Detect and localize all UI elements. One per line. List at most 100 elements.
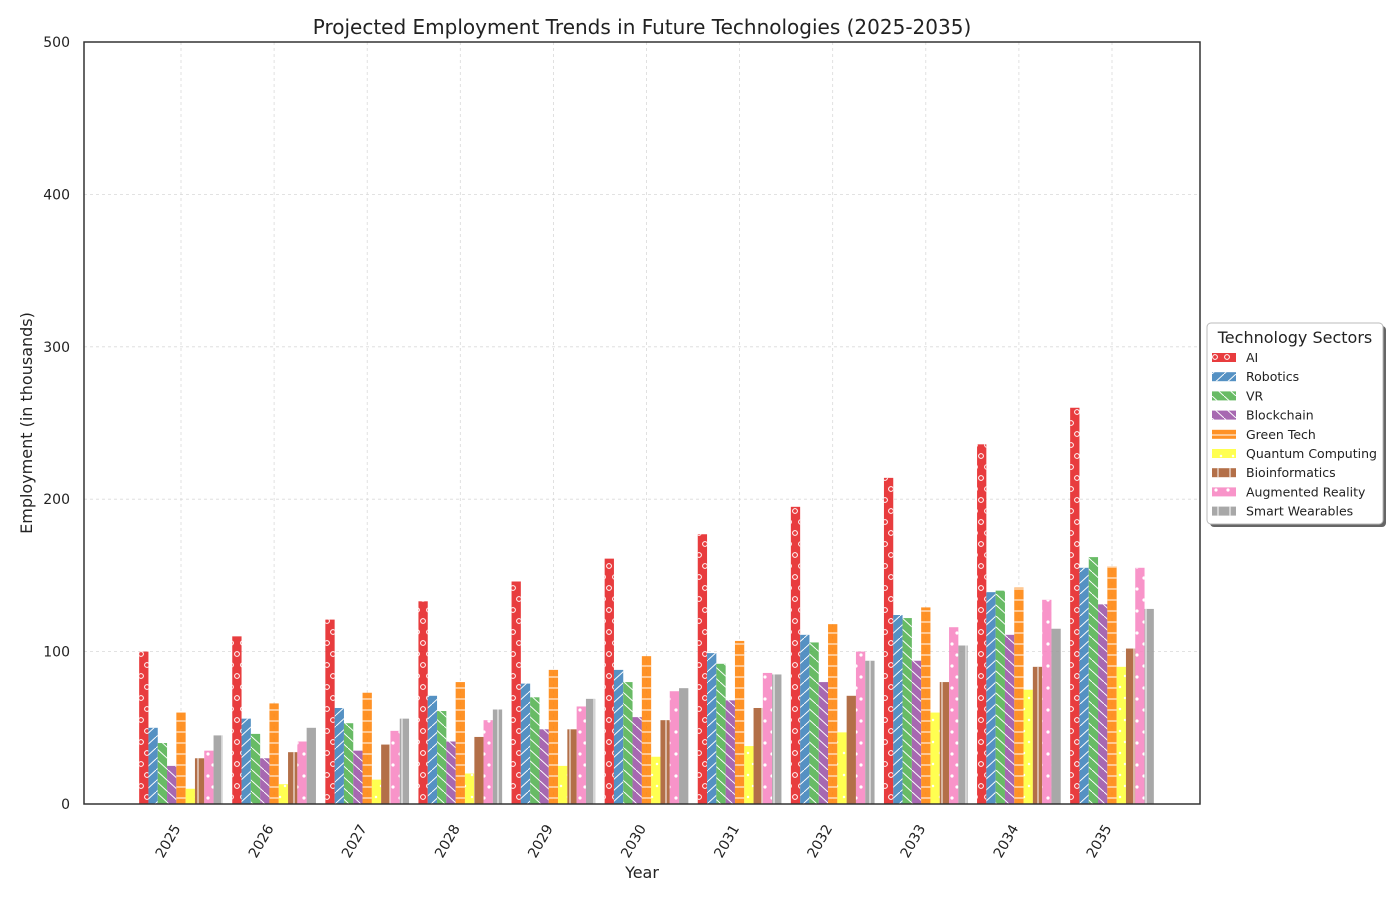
bar [930, 712, 940, 804]
bar-hatch [585, 698, 596, 804]
bar-hatch [558, 765, 568, 804]
legend-item: VR [1212, 388, 1264, 403]
bar [716, 663, 726, 804]
y-tick-label: 0 [61, 797, 70, 813]
bar [511, 581, 521, 804]
bar [232, 636, 242, 804]
bar-hatch [381, 744, 391, 804]
bar [269, 703, 279, 804]
x-tick-label: 2030 [618, 822, 650, 861]
legend-swatch-hatch [1212, 391, 1236, 401]
bar-hatch [455, 682, 465, 804]
bar-hatch [790, 506, 801, 804]
legend-label: Augmented Reality [1246, 484, 1366, 499]
bar-hatch [520, 683, 531, 804]
bar [818, 682, 829, 804]
bar-hatch [353, 750, 363, 804]
legend-item: Quantum Computing [1212, 446, 1377, 461]
bar [613, 669, 624, 804]
bar [651, 756, 661, 804]
legend-label: AI [1246, 350, 1258, 365]
bar-hatch [716, 663, 726, 804]
bar [846, 695, 856, 804]
bar-hatch [530, 697, 540, 804]
bar [381, 744, 391, 804]
bar [828, 624, 838, 804]
bar [1088, 557, 1099, 804]
legend-label: Blockchain [1246, 408, 1314, 423]
bar-hatch [613, 669, 624, 804]
bar [725, 700, 735, 804]
bar [790, 506, 801, 804]
bar-hatch [949, 627, 959, 804]
bar-hatch [446, 741, 456, 804]
bar [371, 779, 382, 804]
bar-hatch [911, 660, 922, 804]
bar [353, 750, 363, 804]
bar-hatch [139, 651, 149, 804]
bar-hatch [977, 444, 987, 804]
bar-hatch [185, 788, 195, 804]
legend-swatch-hatch [1212, 487, 1236, 497]
bar-hatch [250, 733, 261, 804]
bar [306, 727, 316, 804]
bar [576, 706, 586, 804]
bar [446, 741, 456, 804]
bar-hatch [744, 746, 754, 804]
bar [288, 752, 298, 804]
bar-hatch [883, 477, 894, 804]
bar-hatch [697, 534, 708, 804]
bar-hatch [1070, 407, 1080, 804]
bar [176, 712, 186, 804]
bar-hatch [157, 743, 168, 804]
bar-hatch [539, 729, 549, 804]
bar-hatch [660, 720, 670, 804]
bar-hatch [194, 758, 205, 804]
y-tick-label: 500 [43, 35, 70, 51]
bar-hatch [632, 717, 642, 804]
bar [343, 723, 354, 804]
bar [1116, 666, 1126, 804]
bar-hatch [1116, 666, 1126, 804]
bar [902, 618, 912, 804]
bar [492, 709, 503, 804]
x-tick-label: 2025 [153, 822, 185, 861]
legend-label: Bioinformatics [1246, 465, 1336, 480]
x-tick-label: 2028 [432, 822, 464, 861]
bar-hatch [390, 730, 400, 804]
x-tick-label: 2035 [1084, 822, 1116, 861]
bar [604, 558, 614, 804]
bar [204, 750, 214, 804]
bar [762, 672, 773, 804]
bar [1107, 566, 1117, 804]
bar [986, 592, 996, 804]
bar-hatch [707, 653, 717, 804]
bar-hatch [800, 634, 810, 804]
bar [707, 653, 717, 804]
bar [734, 640, 745, 804]
bar-hatch [1014, 587, 1024, 804]
legend-swatch-hatch [1212, 449, 1236, 458]
x-tick-label: 2027 [339, 822, 371, 861]
y-tick-label: 200 [43, 492, 70, 508]
plot-frame [83, 41, 1201, 805]
x-tick-label: 2034 [991, 822, 1023, 861]
bar-hatch [1125, 648, 1136, 804]
bar [939, 682, 950, 804]
bar-hatch [1004, 634, 1015, 804]
bar-hatch [734, 640, 745, 804]
legend: Technology Sectors AI Robotics VR Blockchai… [1206, 322, 1386, 527]
bar-hatch [362, 692, 372, 804]
bar [213, 735, 223, 804]
bar-hatch [651, 756, 661, 804]
bar-hatch [902, 618, 912, 804]
bar-hatch [325, 619, 335, 804]
bar [1144, 608, 1154, 804]
bar [1023, 689, 1033, 804]
bar-hatch [548, 669, 559, 804]
bar [362, 692, 372, 804]
bar [921, 607, 931, 804]
bar-hatch [567, 729, 577, 804]
bar [809, 642, 819, 804]
